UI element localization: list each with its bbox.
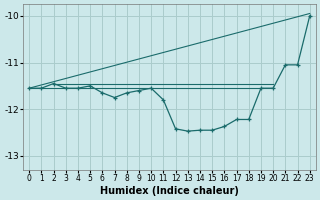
X-axis label: Humidex (Indice chaleur): Humidex (Indice chaleur) [100,186,239,196]
